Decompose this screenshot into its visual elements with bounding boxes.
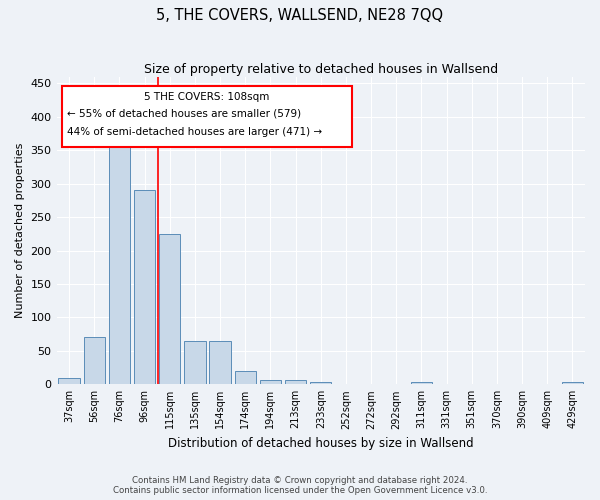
FancyBboxPatch shape	[62, 86, 352, 148]
Bar	[109, 140, 130, 384]
Title: Size of property relative to detached houses in Wallsend: Size of property relative to detached ho…	[144, 62, 498, 76]
Bar	[235, 371, 256, 384]
Bar	[159, 234, 181, 384]
Text: Contains HM Land Registry data © Crown copyright and database right 2024.
Contai: Contains HM Land Registry data © Crown c…	[113, 476, 487, 495]
Bar	[285, 380, 307, 384]
Y-axis label: Number of detached properties: Number of detached properties	[15, 143, 25, 318]
Bar	[58, 378, 80, 384]
Text: 44% of semi-detached houses are larger (471) →: 44% of semi-detached houses are larger (…	[67, 128, 322, 138]
Bar	[83, 338, 105, 384]
Bar	[260, 380, 281, 384]
Text: 5, THE COVERS, WALLSEND, NE28 7QQ: 5, THE COVERS, WALLSEND, NE28 7QQ	[157, 8, 443, 22]
Text: 5 THE COVERS: 108sqm: 5 THE COVERS: 108sqm	[145, 92, 270, 102]
Bar	[562, 382, 583, 384]
X-axis label: Distribution of detached houses by size in Wallsend: Distribution of detached houses by size …	[168, 437, 473, 450]
Bar	[134, 190, 155, 384]
Bar	[310, 382, 331, 384]
Text: ← 55% of detached houses are smaller (579): ← 55% of detached houses are smaller (57…	[67, 109, 301, 119]
Bar	[184, 341, 206, 384]
Bar	[411, 382, 432, 384]
Bar	[209, 341, 231, 384]
